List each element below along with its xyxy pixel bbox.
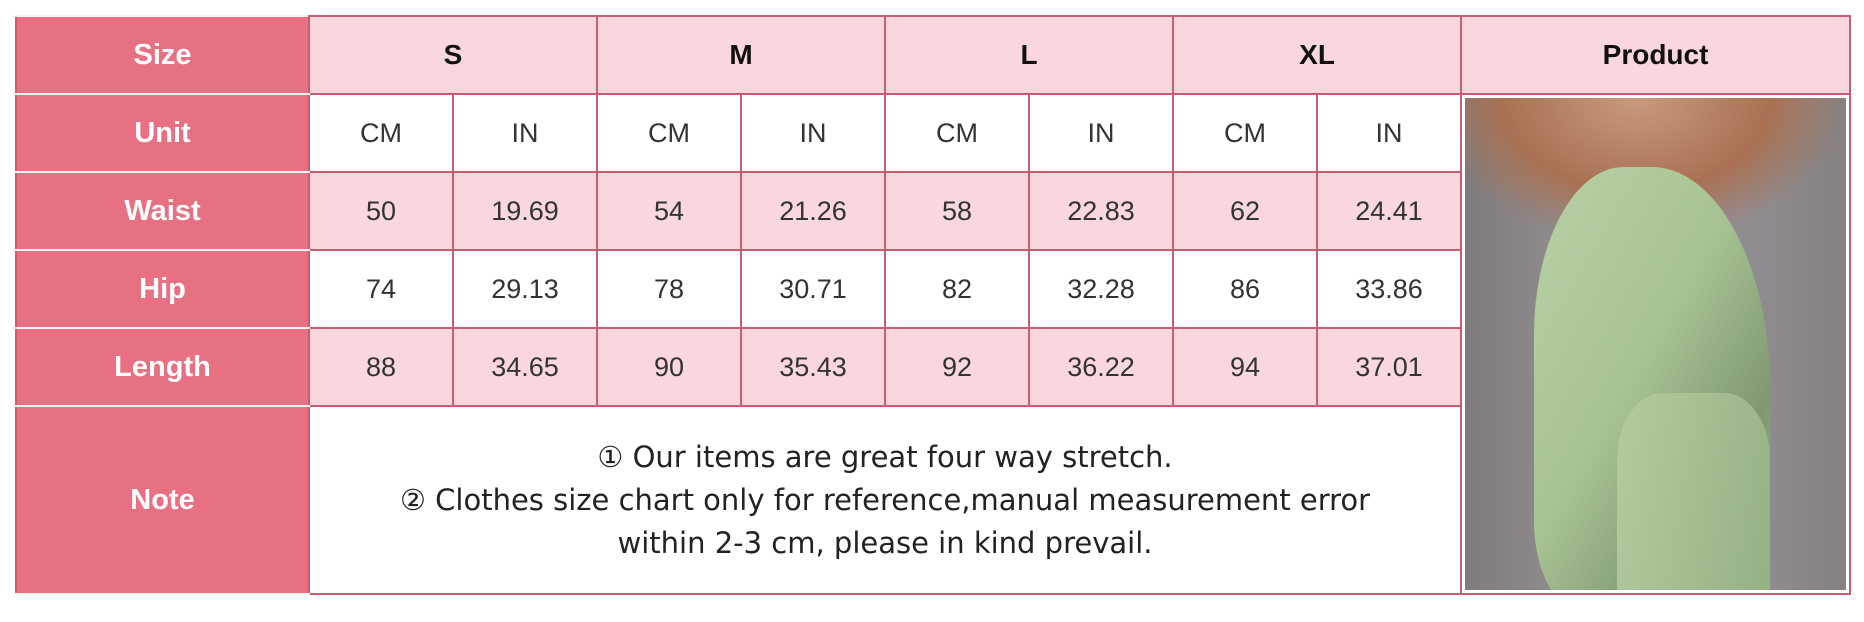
unit-cell: CM xyxy=(596,93,742,173)
value-cell: 54 xyxy=(596,171,742,251)
value-cell: 86 xyxy=(1172,249,1319,329)
value-cell: 90 xyxy=(596,327,742,407)
note-label: Note xyxy=(15,405,310,595)
value-cell: 88 xyxy=(308,327,454,407)
value-cell: 30.71 xyxy=(739,249,887,329)
value-cell: 94 xyxy=(1172,327,1319,407)
product-label: Product xyxy=(1460,15,1852,95)
product-photo-leggings xyxy=(1465,98,1847,590)
value-cell: 62 xyxy=(1172,171,1319,251)
value-cell: 24.41 xyxy=(1316,171,1463,251)
unit-cell: CM xyxy=(308,93,454,173)
size-xl: XL xyxy=(1172,15,1463,95)
unit-cell: IN xyxy=(1028,93,1175,173)
value-cell: 35.43 xyxy=(739,327,887,407)
note-line-1: ① Our items are great four way stretch. xyxy=(597,439,1173,474)
unit-cell: CM xyxy=(1172,93,1319,173)
value-cell: 92 xyxy=(884,327,1031,407)
value-cell: 58 xyxy=(884,171,1031,251)
note-row: Note ① Our items are great four way stre… xyxy=(15,405,1850,595)
product-image-cell xyxy=(1460,93,1852,595)
size-s: S xyxy=(308,15,598,95)
unit-cell: IN xyxy=(739,93,887,173)
size-l: L xyxy=(884,15,1175,95)
value-cell: 19.69 xyxy=(452,171,598,251)
size-m: M xyxy=(595,15,887,95)
value-cell: 29.13 xyxy=(452,249,598,329)
size-chart-table: Size S M L XL Product Unit CM IN CM IN C… xyxy=(15,15,1852,595)
note-line-2: ② Clothes size chart only for reference,… xyxy=(399,482,1371,517)
note-line-3: within 2-3 cm, please in kind prevail. xyxy=(617,525,1153,560)
value-cell: 22.83 xyxy=(1028,171,1175,251)
value-cell: 34.65 xyxy=(452,327,598,407)
unit-cell: IN xyxy=(1316,93,1463,173)
value-cell: 78 xyxy=(596,249,742,329)
row-label: Hip xyxy=(15,249,310,329)
table-row-hip: Hip 74 29.13 78 30.71 82 32.28 86 33.86 xyxy=(15,249,1850,329)
unit-label: Unit xyxy=(15,93,310,173)
unit-row: Unit CM IN CM IN CM IN CM IN xyxy=(15,93,1852,595)
unit-cell: IN xyxy=(452,93,598,173)
value-cell: 21.26 xyxy=(739,171,887,251)
value-cell: 36.22 xyxy=(1028,327,1175,407)
row-label: Length xyxy=(15,327,310,407)
value-cell: 50 xyxy=(308,171,454,251)
note-text: ① Our items are great four way stretch. … xyxy=(307,405,1463,595)
table-row-length: Length 88 34.65 90 35.43 92 36.22 94 37.… xyxy=(15,327,1850,407)
size-header-row: Size S M L XL Product xyxy=(15,15,1852,95)
value-cell: 37.01 xyxy=(1316,327,1463,407)
table-row-waist: Waist 50 19.69 54 21.26 58 22.83 62 24.4… xyxy=(15,171,1850,251)
value-cell: 82 xyxy=(884,249,1031,329)
row-label: Waist xyxy=(15,171,310,251)
value-cell: 74 xyxy=(308,249,454,329)
size-label: Size xyxy=(15,15,310,95)
value-cell: 33.86 xyxy=(1316,249,1463,329)
value-cell: 32.28 xyxy=(1028,249,1175,329)
unit-cell: CM xyxy=(884,93,1031,173)
